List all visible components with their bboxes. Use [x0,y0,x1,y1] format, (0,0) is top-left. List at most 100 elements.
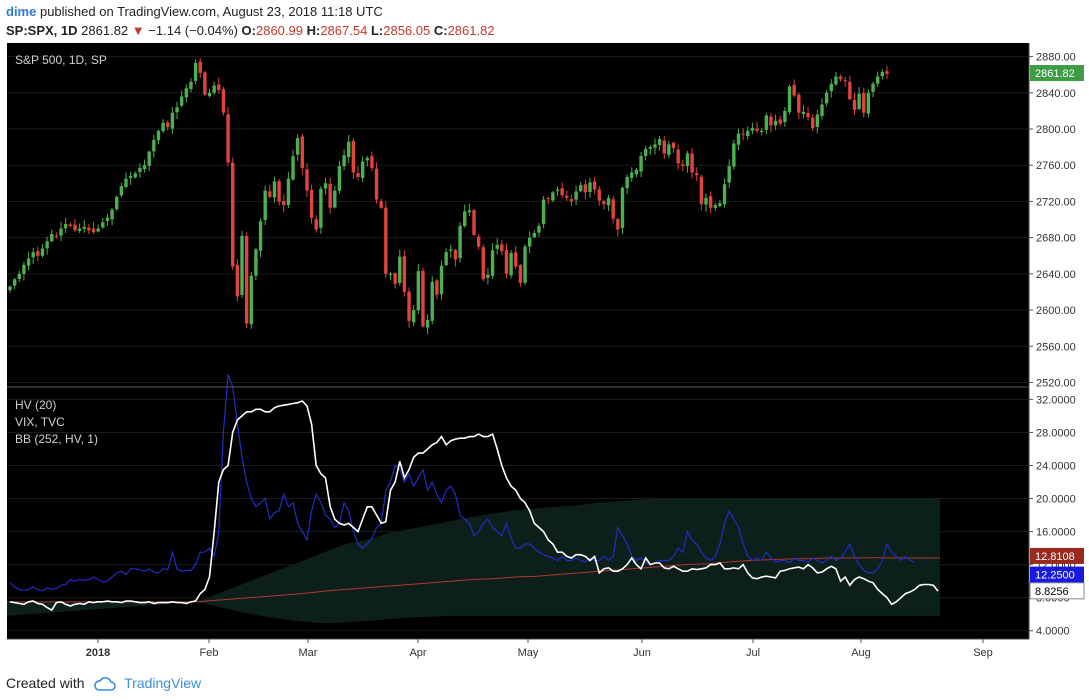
candle-body [115,196,119,210]
candle-body [87,227,91,231]
indicator-title-hv: HV (20) [15,398,56,412]
candle-body [231,162,235,267]
candle-body [579,185,583,192]
candle-body [500,244,504,252]
candle-body [472,210,476,235]
candle-body [425,320,430,328]
candle-body [713,205,717,208]
candle-body [764,115,769,130]
candle-body [217,84,221,91]
candle-body [328,183,332,208]
candle-body [848,81,852,100]
close-value: 2861.82 [447,23,495,38]
candle-body [490,250,495,276]
candle-body [467,210,472,213]
time-axis[interactable]: 2018 Feb Mar Apr May Jun Jul Aug Sep [86,639,993,659]
candle-body [727,166,731,183]
candle-body [829,83,833,92]
candle-body [699,176,704,205]
candle-body [319,188,323,228]
candle-body [12,279,17,286]
hv-line [9,400,939,612]
bb-band-fill [7,498,940,624]
candle-body [611,199,615,219]
candle-body [50,234,54,242]
candle-body [481,247,485,280]
candle-body [527,237,532,247]
candle-body [583,184,588,193]
price-axis-label: 2640.00 [1036,269,1076,281]
candle-body [834,76,838,85]
hv-value-tag: 8.8256 [1035,586,1069,598]
candle-body [388,273,393,275]
open-label: O: [241,23,256,38]
candle-body [625,176,629,189]
open-value: 2860.99 [255,23,303,38]
chart-area[interactable]: S&P 500, 1D, SP HV (20) VIX, TVC BB (252… [7,43,1085,665]
candle-body [820,104,824,116]
candle-body [166,122,170,128]
indicator-axis-label: 20.0000 [1036,494,1076,506]
candle-body [458,225,462,259]
candle-body [212,85,216,93]
candle-body [755,128,759,131]
candle-body [300,136,305,168]
candle-body [421,270,425,327]
candle-body [588,182,592,192]
published-text: published on TradingView.com, August 23,… [39,4,383,19]
candle-body [541,199,546,225]
candle-body [616,219,620,230]
candle-body [333,190,337,208]
price-axis-label: 2680.00 [1036,233,1076,245]
price-axis-label: 2880.00 [1036,52,1076,64]
time-axis-label: Jul [746,647,760,659]
candle-body [667,144,671,155]
author-name[interactable]: dime [6,4,37,19]
candle-body [690,153,694,173]
indicator-axis[interactable]: 32.000028.000024.000020.000016.000012.00… [1029,394,1076,638]
candle-body [291,156,295,180]
time-axis-label: 2018 [86,647,110,659]
candle-body [592,181,597,190]
candle-body [309,189,314,218]
candle-body [537,225,541,233]
candle-body [750,128,755,131]
time-axis-label: Sep [973,647,993,659]
candle-body [226,114,230,163]
candle-body [546,198,550,200]
candle-body [523,246,527,283]
price-axis-label: 2560.00 [1036,341,1076,353]
axis-tags: 2861.82 12.8108 12.2500 8.8256 [1029,65,1085,600]
price-axis[interactable]: 2880.00 2840.00 2800.00 2760.00 2720.00 2680.… [1029,52,1076,390]
candle-body [783,110,787,123]
candle-body [476,236,481,247]
candle-body [843,80,847,82]
candle-body [838,76,843,80]
last-price-tag: 2861.82 [1035,68,1075,80]
candle-body [574,191,578,200]
candle-body [495,244,499,249]
candle-body [630,172,634,178]
candle-body [384,207,388,274]
candle-body [342,155,346,167]
candle-body [681,164,685,167]
candle-body [708,196,713,208]
candle-body [606,197,611,206]
indicator-lines [9,374,939,612]
candle-body [551,192,555,201]
price-pane-title: S&P 500, 1D, SP [15,53,107,67]
candle-body [156,130,161,141]
candle-body [268,191,272,197]
candle-body [221,89,226,113]
candle-body [560,188,564,196]
tradingview-link[interactable]: TradingView [124,675,202,691]
candle-body [179,96,184,106]
candle-body [439,265,444,295]
candle-body [59,228,63,236]
candle-body [96,228,100,232]
candle-body [249,275,253,325]
low-value: 2856.05 [383,23,431,38]
candle-body [235,264,240,297]
price-axis-label: 2760.00 [1036,160,1076,172]
candle-body [722,184,727,205]
